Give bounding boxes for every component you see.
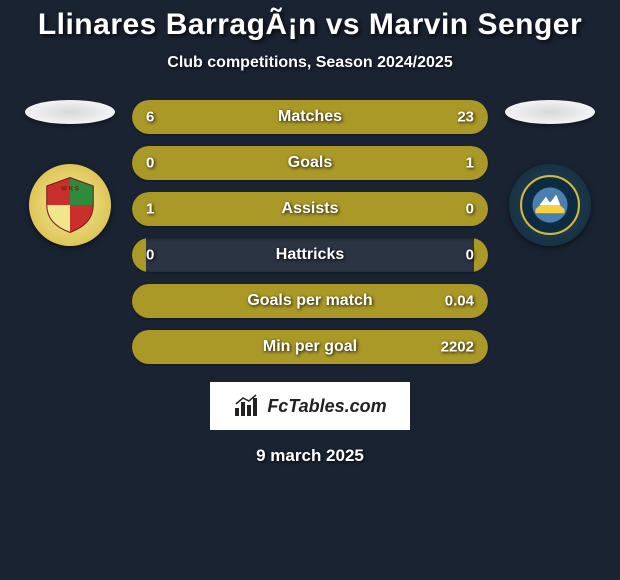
stat-row: Goals 0 1 [132,146,488,180]
stat-value-right: 1 [466,155,474,172]
stat-bar-left [132,238,146,272]
left-player-placeholder [25,100,115,124]
stat-bar-right [207,100,488,134]
stat-value-left: 6 [146,109,154,126]
watermark-badge: FcTables.com [210,382,410,430]
stat-value-right: 0 [466,247,474,264]
stat-row: Goals per match 0.04 [132,284,488,318]
stat-label: Assists [282,200,339,218]
stat-bars: Matches623Goals01Assists10Hattricks00Goa… [132,100,488,364]
stat-label: Goals per match [247,292,372,310]
stat-label: Matches [278,108,342,126]
stat-row: Min per goal 2202 [132,330,488,364]
right-club-crest [509,164,591,246]
stat-bar-left [132,330,146,364]
comparison-date: 9 march 2025 [0,446,620,466]
stat-value-right: 0 [466,201,474,218]
stat-label: Goals [288,154,332,172]
stat-bar-right [474,192,488,226]
comparison-title: Llinares BarragÃ¡n vs Marvin Senger [0,8,620,42]
stat-bar-left [132,146,146,180]
stat-value-left: 0 [146,155,154,172]
left-club-crest: W K S [29,164,111,246]
stat-value-left: 1 [146,201,154,218]
stat-row: Assists 1 0 [132,192,488,226]
right-player-placeholder [505,100,595,124]
comparison-panel: W K S Matches623Goals01Assists10Hattrick… [0,100,620,364]
stat-value-right: 0.04 [445,293,474,310]
stat-value-right: 2202 [441,339,474,356]
svg-text:W K S: W K S [61,186,79,193]
season-subtitle: Club competitions, Season 2024/2025 [0,54,620,72]
stat-value-left: 0 [146,247,154,264]
watermark-text: FcTables.com [267,396,386,417]
circle-crest-icon [519,174,581,236]
stat-bar-left [132,100,207,134]
stat-bar-left [132,284,146,318]
shield-icon: W K S [39,174,101,236]
stat-bar-right [474,238,488,272]
stat-row: Hattricks 0 0 [132,238,488,272]
chart-icon [233,394,261,418]
stat-label: Hattricks [276,246,344,264]
stat-value-right: 23 [457,109,474,126]
stat-row: Matches 6 23 [132,100,488,134]
right-player-col [500,100,600,246]
left-player-col: W K S [20,100,120,246]
stat-label: Min per goal [263,338,357,356]
